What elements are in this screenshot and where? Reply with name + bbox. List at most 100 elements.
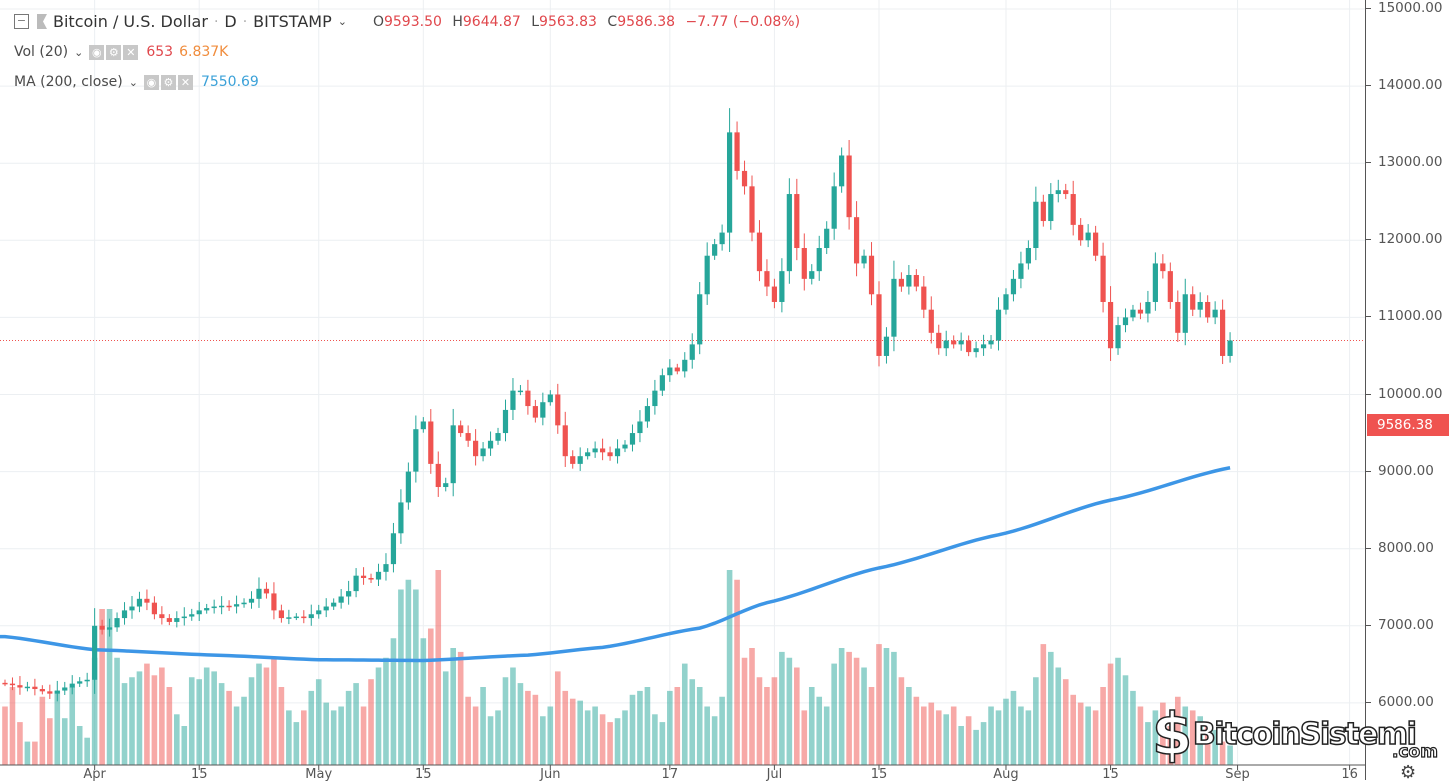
volume-bar — [1070, 694, 1077, 765]
candle-up — [704, 255, 710, 295]
candle-up — [689, 344, 695, 360]
volume-bar — [883, 648, 890, 765]
settings-gear-icon[interactable]: ⚙ — [1400, 762, 1417, 783]
volume-bar — [532, 694, 539, 765]
volume-value: 653 — [146, 44, 174, 60]
price-axis[interactable]: 15000.00 14000.00 13000.00 12000.00 11000.00… — [1365, 0, 1449, 780]
eye-icon[interactable]: ◉ — [143, 75, 159, 90]
volume-bar — [151, 675, 158, 765]
chevron-down-icon[interactable]: ⌄ — [74, 45, 84, 59]
candle-up — [577, 456, 583, 464]
open-label: O — [372, 13, 384, 30]
volume-bar — [480, 687, 486, 765]
candle-up — [1145, 301, 1151, 314]
candle-up — [973, 348, 979, 353]
indicator-buttons: ◉ ⚙ ✕ — [89, 44, 140, 60]
candle-up — [390, 533, 397, 565]
candle-up — [189, 614, 195, 617]
separator: · — [213, 13, 219, 30]
candle-up — [861, 255, 867, 264]
gear-icon[interactable]: ⚙ — [106, 45, 122, 60]
ma-200-line — [0, 466, 1231, 663]
candle-up — [502, 409, 509, 434]
volume-bar — [689, 679, 696, 765]
candle-up — [69, 683, 75, 688]
candle-down — [1063, 190, 1069, 195]
y-tick-label: 12000.00 — [1365, 231, 1443, 248]
volume-bar — [1152, 710, 1159, 765]
collapse-icon[interactable]: − — [14, 14, 29, 29]
volume-bar — [442, 671, 449, 765]
volume-bar — [121, 683, 128, 765]
candle-down — [562, 425, 568, 457]
grid — [0, 0, 1365, 770]
chevron-down-icon[interactable]: ⌄ — [128, 75, 138, 89]
x-tick-label: Aug — [993, 767, 1019, 782]
candle-down — [674, 367, 680, 372]
volume-bar — [1122, 675, 1129, 765]
eye-icon[interactable]: ◉ — [89, 45, 105, 60]
candle-up — [517, 390, 524, 393]
volume-bar — [368, 679, 374, 765]
volume-bar — [1062, 679, 1069, 765]
candle-down — [99, 625, 105, 630]
ma-indicator-name[interactable]: MA (200, close) — [14, 74, 123, 90]
candle-down — [525, 390, 531, 407]
candle-up — [24, 686, 31, 689]
price-chart[interactable] — [0, 0, 1365, 780]
volume-bar — [9, 687, 16, 765]
chevron-down-icon[interactable]: ⌄ — [337, 15, 347, 28]
volume-indicator-name[interactable]: Vol (20) — [14, 44, 69, 60]
candle-down — [301, 616, 307, 619]
volume-bar — [622, 710, 628, 765]
volume-bar — [413, 589, 419, 765]
volume-bar — [988, 706, 994, 765]
volume-bar — [510, 667, 516, 765]
volume-bar — [472, 706, 479, 765]
volume-bar — [293, 722, 300, 765]
close-icon[interactable]: ✕ — [177, 75, 193, 90]
candle-up — [487, 440, 494, 449]
volume-bar — [32, 741, 38, 765]
x-tick-label: 15 — [190, 767, 208, 782]
symbol-name[interactable]: Bitcoin / U.S. Dollar — [53, 12, 208, 31]
candle-down — [1167, 271, 1173, 302]
candle-up — [614, 448, 621, 457]
volume-bar — [816, 696, 823, 765]
watermark-suffix: .com — [1391, 741, 1438, 762]
y-tick-label: 9000.00 — [1366, 462, 1434, 479]
candle-down — [278, 610, 284, 619]
separator: · — [242, 13, 248, 30]
volume-bar — [286, 710, 292, 765]
volume-bar — [906, 687, 912, 765]
volume-bar — [174, 714, 180, 765]
gear-icon[interactable]: ⚙ — [160, 75, 176, 90]
candle-up — [809, 271, 815, 279]
volume-bar — [47, 718, 53, 765]
candle-down — [1093, 232, 1099, 256]
volume-bars — [2, 570, 1233, 765]
candle-up — [1033, 201, 1039, 249]
volume-bar — [980, 722, 987, 765]
volume-bar — [1100, 687, 1106, 765]
volume-bar — [1189, 710, 1196, 765]
candle-down — [898, 278, 904, 287]
candle-up — [233, 604, 240, 607]
volume-bar — [592, 706, 598, 765]
y-tick-label: 8000.00 — [1366, 539, 1434, 556]
candle-up — [1010, 278, 1017, 295]
volume-bar — [823, 706, 830, 765]
candle-down — [868, 255, 875, 295]
volume-bar — [114, 657, 120, 765]
candle-down — [1107, 301, 1114, 349]
candle-down — [801, 248, 807, 279]
volume-bar — [1137, 706, 1144, 765]
candle-down — [151, 602, 157, 615]
volume-bar — [659, 722, 666, 765]
close-icon[interactable]: ✕ — [123, 45, 139, 60]
candle-down — [368, 577, 374, 580]
y-tick-label: 13000.00 — [1365, 154, 1443, 171]
watermark-brand: BitcoinSistemi — [1192, 716, 1418, 753]
candle-down — [1190, 294, 1196, 310]
high-value: 9644.87 — [462, 13, 521, 30]
